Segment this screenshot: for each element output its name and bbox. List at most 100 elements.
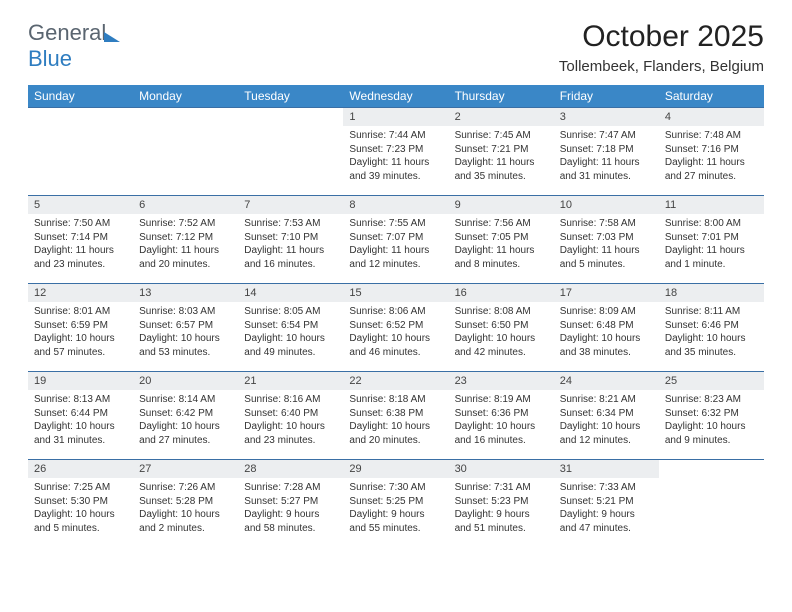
weekday-header: Sunday [28,85,133,108]
day-cell: 8Sunrise: 7:55 AMSunset: 7:07 PMDaylight… [343,196,448,284]
day-body: Sunrise: 8:16 AMSunset: 6:40 PMDaylight:… [238,390,343,451]
sunset-text: Sunset: 7:12 PM [139,231,232,245]
day-body: Sunrise: 8:23 AMSunset: 6:32 PMDaylight:… [659,390,764,451]
sunrise-text: Sunrise: 8:13 AM [34,393,127,407]
sunset-text: Sunset: 6:36 PM [455,407,548,421]
sunrise-text: Sunrise: 7:33 AM [560,481,653,495]
day-number: 10 [554,196,659,214]
day-number: 9 [449,196,554,214]
sunset-text: Sunset: 7:14 PM [34,231,127,245]
daylight-text: Daylight: 11 hours and 8 minutes. [455,244,548,271]
sunset-text: Sunset: 7:10 PM [244,231,337,245]
week-row: 1Sunrise: 7:44 AMSunset: 7:23 PMDaylight… [28,108,764,196]
week-row: 19Sunrise: 8:13 AMSunset: 6:44 PMDayligh… [28,372,764,460]
weekday-header: Saturday [659,85,764,108]
day-number: 2 [449,108,554,126]
week-row: 12Sunrise: 8:01 AMSunset: 6:59 PMDayligh… [28,284,764,372]
day-body: Sunrise: 7:50 AMSunset: 7:14 PMDaylight:… [28,214,133,275]
daylight-text: Daylight: 11 hours and 31 minutes. [560,156,653,183]
day-cell: 16Sunrise: 8:08 AMSunset: 6:50 PMDayligh… [449,284,554,372]
sunrise-text: Sunrise: 7:48 AM [665,129,758,143]
daylight-text: Daylight: 11 hours and 27 minutes. [665,156,758,183]
sunrise-text: Sunrise: 8:11 AM [665,305,758,319]
day-body: Sunrise: 8:11 AMSunset: 6:46 PMDaylight:… [659,302,764,363]
day-body: Sunrise: 8:13 AMSunset: 6:44 PMDaylight:… [28,390,133,451]
day-cell: 20Sunrise: 8:14 AMSunset: 6:42 PMDayligh… [133,372,238,460]
day-cell [238,108,343,196]
day-number: 12 [28,284,133,302]
sunrise-text: Sunrise: 8:01 AM [34,305,127,319]
sunset-text: Sunset: 6:40 PM [244,407,337,421]
brand-logo: General Blue [28,20,120,72]
day-cell: 26Sunrise: 7:25 AMSunset: 5:30 PMDayligh… [28,460,133,548]
day-cell: 4Sunrise: 7:48 AMSunset: 7:16 PMDaylight… [659,108,764,196]
day-cell: 12 Sunrise: 8:01 AMSunset: 6:59 PMDayligh… [28,284,133,372]
day-cell: 15Sunrise: 8:06 AMSunset: 6:52 PMDayligh… [343,284,448,372]
day-number: 22 [343,372,448,390]
daylight-text: Daylight: 9 hours and 51 minutes. [455,508,548,535]
day-number: 7 [238,196,343,214]
day-body: Sunrise: 8:14 AMSunset: 6:42 PMDaylight:… [133,390,238,451]
day-body: Sunrise: 7:30 AMSunset: 5:25 PMDaylight:… [343,478,448,539]
day-cell: 28Sunrise: 7:28 AMSunset: 5:27 PMDayligh… [238,460,343,548]
sunset-text: Sunset: 6:59 PM [34,319,127,333]
title-block: October 2025 Tollembeek, Flanders, Belgi… [559,20,764,75]
day-body: Sunrise: 8:18 AMSunset: 6:38 PMDaylight:… [343,390,448,451]
sunset-text: Sunset: 7:01 PM [665,231,758,245]
sunset-text: Sunset: 5:30 PM [34,495,127,509]
day-number: 14 [238,284,343,302]
day-cell: 13Sunrise: 8:03 AMSunset: 6:57 PMDayligh… [133,284,238,372]
daylight-text: Daylight: 11 hours and 1 minute. [665,244,758,271]
sunset-text: Sunset: 6:52 PM [349,319,442,333]
sunrise-text: Sunrise: 8:08 AM [455,305,548,319]
day-body: Sunrise: 8:19 AMSunset: 6:36 PMDaylight:… [449,390,554,451]
day-number: 30 [449,460,554,478]
daylight-text: Daylight: 11 hours and 12 minutes. [349,244,442,271]
daylight-text: Daylight: 11 hours and 20 minutes. [139,244,232,271]
daylight-text: Daylight: 10 hours and 12 minutes. [560,420,653,447]
daylight-text: Daylight: 11 hours and 35 minutes. [455,156,548,183]
daylight-text: Daylight: 10 hours and 31 minutes. [34,420,127,447]
day-number: 16 [449,284,554,302]
sunrise-text: Sunrise: 7:25 AM [34,481,127,495]
sunset-text: Sunset: 5:25 PM [349,495,442,509]
day-number: 25 [659,372,764,390]
daylight-text: Daylight: 10 hours and 49 minutes. [244,332,337,359]
day-cell: 19Sunrise: 8:13 AMSunset: 6:44 PMDayligh… [28,372,133,460]
sunrise-text: Sunrise: 8:03 AM [139,305,232,319]
month-title: October 2025 [559,20,764,54]
day-number: 13 [133,284,238,302]
day-cell: 9Sunrise: 7:56 AMSunset: 7:05 PMDaylight… [449,196,554,284]
day-body: Sunrise: 8:08 AMSunset: 6:50 PMDaylight:… [449,302,554,363]
daylight-text: Daylight: 11 hours and 39 minutes. [349,156,442,183]
day-body: Sunrise: 8:05 AMSunset: 6:54 PMDaylight:… [238,302,343,363]
sunset-text: Sunset: 6:48 PM [560,319,653,333]
day-number: 11 [659,196,764,214]
day-body: Sunrise: 7:55 AMSunset: 7:07 PMDaylight:… [343,214,448,275]
day-body: Sunrise: 7:47 AMSunset: 7:18 PMDaylight:… [554,126,659,187]
week-row: 26Sunrise: 7:25 AMSunset: 5:30 PMDayligh… [28,460,764,548]
day-number: 17 [554,284,659,302]
day-body: Sunrise: 7:31 AMSunset: 5:23 PMDaylight:… [449,478,554,539]
day-body: Sunrise: 7:44 AMSunset: 7:23 PMDaylight:… [343,126,448,187]
daylight-text: Daylight: 9 hours and 47 minutes. [560,508,653,535]
day-body: Sunrise: 7:53 AMSunset: 7:10 PMDaylight:… [238,214,343,275]
daylight-text: Daylight: 10 hours and 38 minutes. [560,332,653,359]
sunset-text: Sunset: 6:34 PM [560,407,653,421]
day-body: Sunrise: 8:06 AMSunset: 6:52 PMDaylight:… [343,302,448,363]
day-cell [659,460,764,548]
sunset-text: Sunset: 6:44 PM [34,407,127,421]
sunset-text: Sunset: 7:05 PM [455,231,548,245]
sunrise-text: Sunrise: 8:06 AM [349,305,442,319]
day-cell: 29Sunrise: 7:30 AMSunset: 5:25 PMDayligh… [343,460,448,548]
day-number: 15 [343,284,448,302]
daylight-text: Daylight: 10 hours and 57 minutes. [34,332,127,359]
calendar-body: 1Sunrise: 7:44 AMSunset: 7:23 PMDaylight… [28,108,764,548]
brand-part2: Blue [28,46,72,71]
sunset-text: Sunset: 6:57 PM [139,319,232,333]
day-cell: 3Sunrise: 7:47 AMSunset: 7:18 PMDaylight… [554,108,659,196]
daylight-text: Daylight: 9 hours and 58 minutes. [244,508,337,535]
sunrise-text: Sunrise: 8:09 AM [560,305,653,319]
weekday-header: Monday [133,85,238,108]
sunrise-text: Sunrise: 8:16 AM [244,393,337,407]
